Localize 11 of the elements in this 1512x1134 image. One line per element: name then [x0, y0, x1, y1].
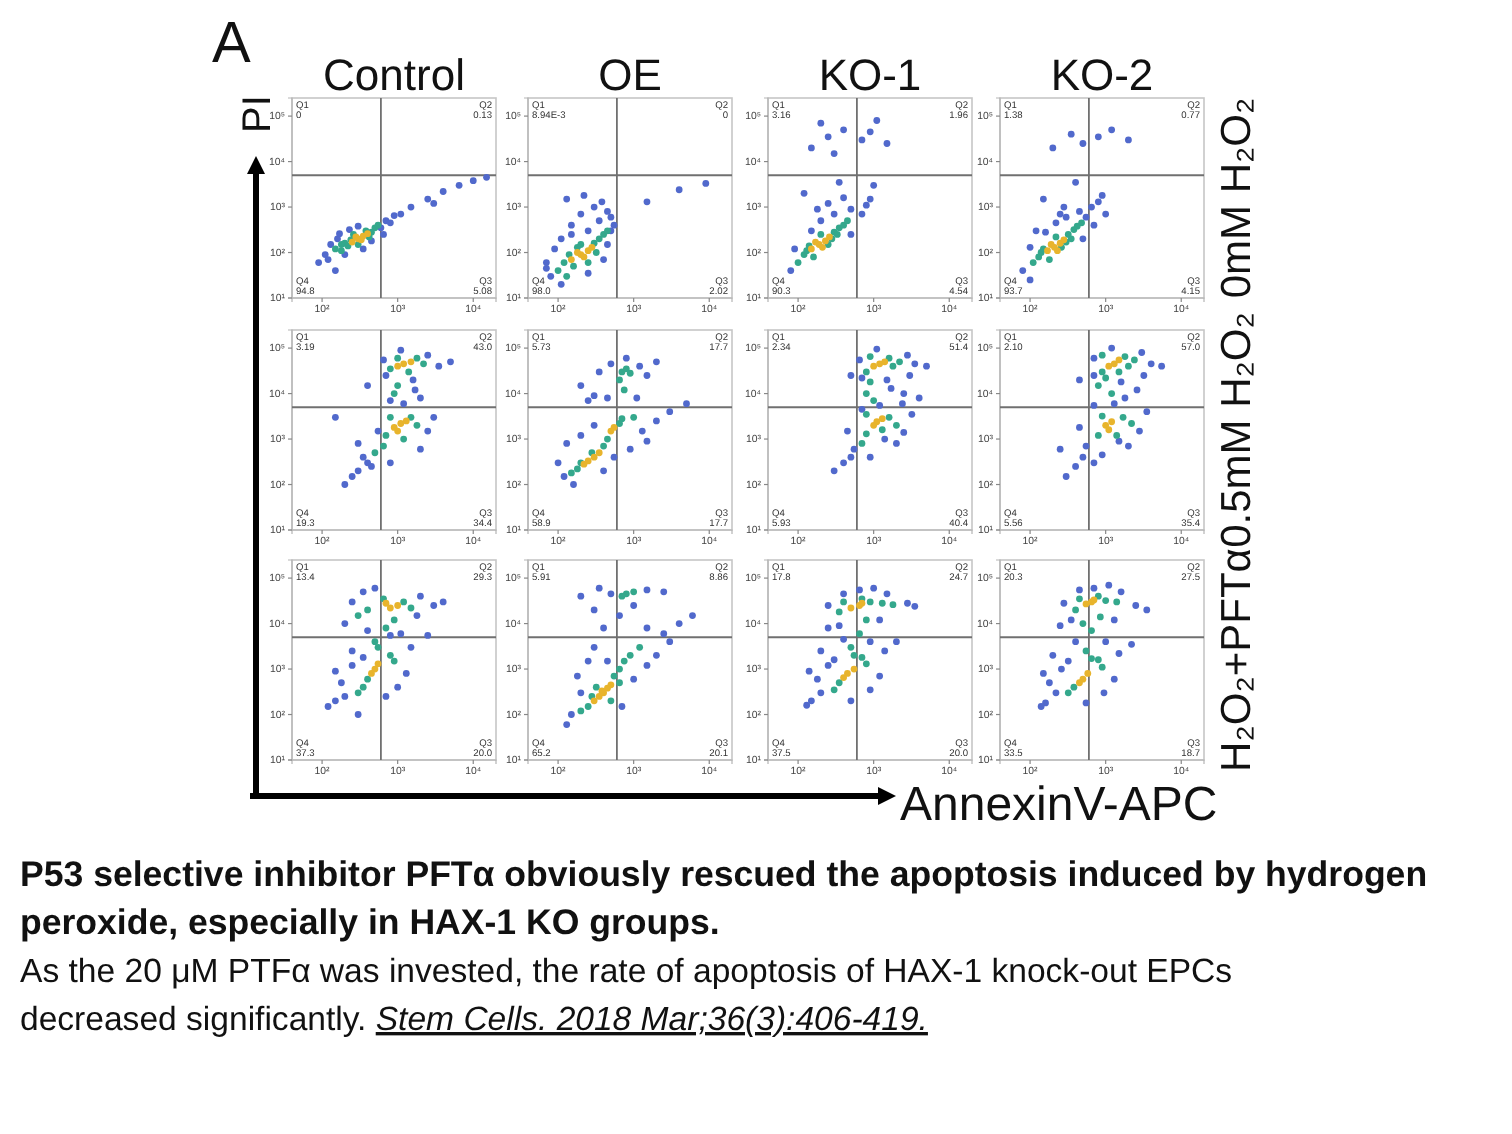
chart-title: KO-2	[1050, 50, 1154, 100]
x-axis-title: AnnexinV-APC	[900, 778, 1218, 832]
chart-title: OE	[598, 50, 662, 100]
y2-axis-title: 0.5mM H₂O₂	[1214, 312, 1260, 548]
y2-axis-title: H₂O₂+PFTα	[1214, 548, 1260, 772]
text: A	[212, 12, 252, 76]
text: P53 selective inhibitor PFTα obviously rescued the apoptosis induced by hydrogen peroxide, especially in HAX-1 KO groups.	[20, 854, 1428, 942]
text: Stem Cells. 2018 Mar;36(3):406-419.	[375, 1000, 928, 1038]
y2-axis-title: 0mM H₂O₂	[1214, 97, 1260, 299]
chart-title: KO-1	[818, 50, 922, 100]
chart-title: Control	[323, 50, 465, 100]
